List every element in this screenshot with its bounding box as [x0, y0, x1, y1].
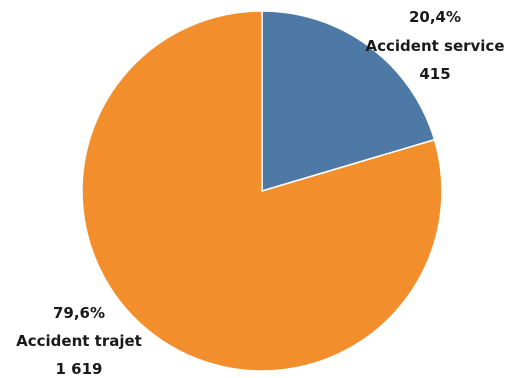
label-accident-trajet: 79,6% Accident trajet 1 619: [16, 304, 142, 378]
slice-name-accident-trajet: Accident trajet: [16, 332, 142, 350]
pie-slices: [81, 10, 443, 372]
slice-value-accident-service: 415: [419, 65, 450, 83]
slice-percent-accident-service: 20,4%: [409, 8, 461, 26]
slice-percent-accident-trajet: 79,6%: [53, 304, 105, 322]
slice-name-accident-service: Accident service: [366, 37, 505, 55]
pie-slice-accident-service: [261, 10, 436, 193]
label-accident-service: 20,4% Accident service 415: [366, 8, 505, 83]
pie-slice-accident-trajet: [81, 10, 443, 372]
slice-value-accident-trajet: 1 619: [56, 360, 103, 378]
